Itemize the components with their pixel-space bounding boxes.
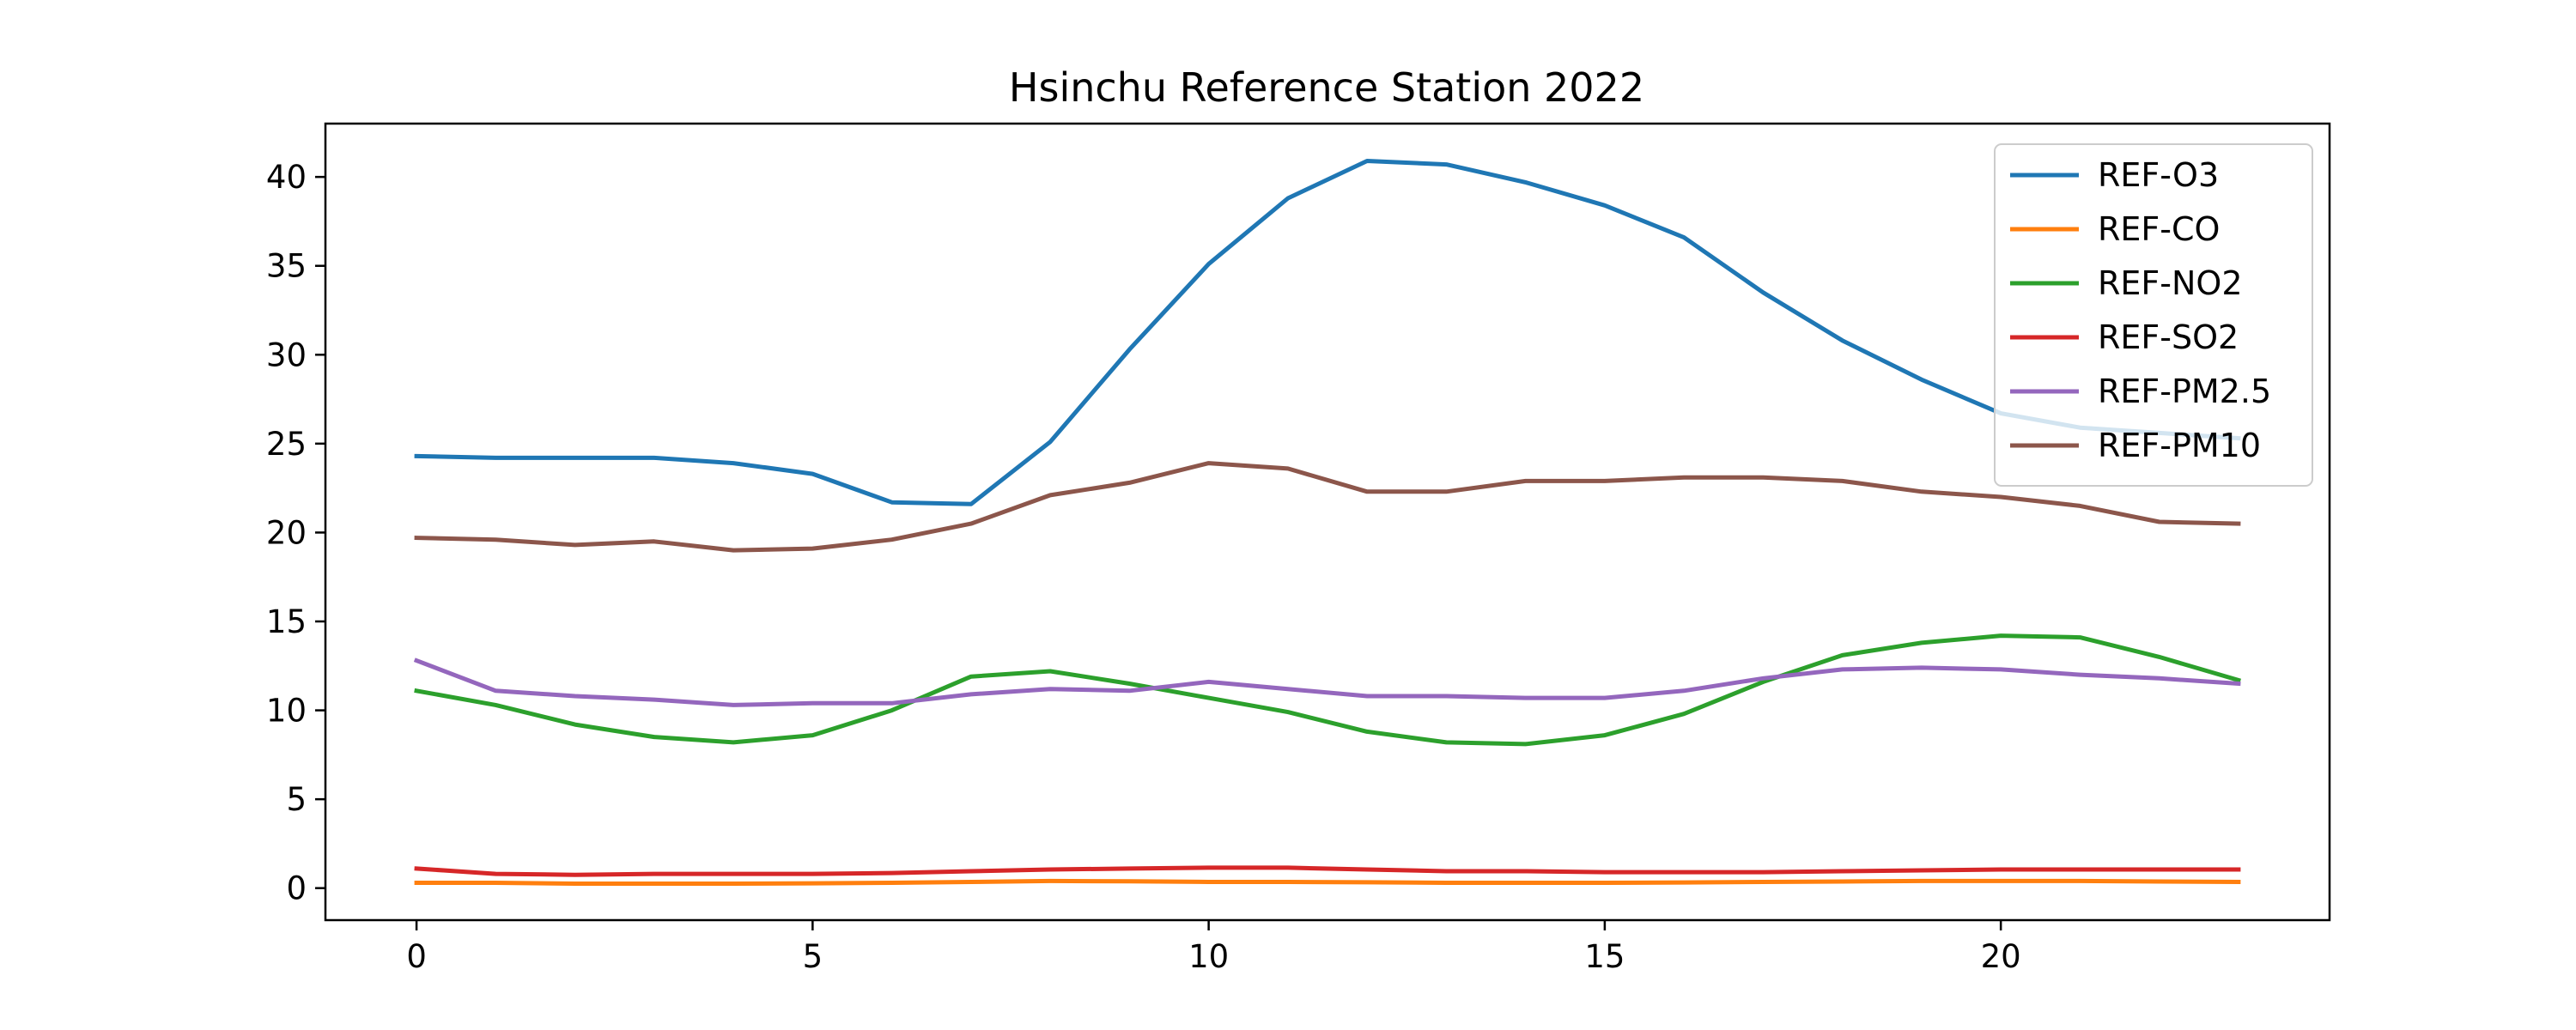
y-tick-label: 15 <box>266 603 307 640</box>
series-line-2 <box>414 633 2242 747</box>
legend-label-2: REF-NO2 <box>2098 264 2243 302</box>
x-tick-label: 5 <box>803 938 823 975</box>
series-line-5 <box>414 461 2241 553</box>
series-line-1 <box>414 878 2241 886</box>
y-axis: 0 5 10 15 20 25 30 35 40 <box>266 159 325 907</box>
plot-area-frame <box>324 122 2331 922</box>
series-line-0 <box>414 159 2241 506</box>
y-tick-label: 25 <box>266 426 307 463</box>
legend-label-0: REF-O3 <box>2098 156 2219 194</box>
y-tick-label: 10 <box>266 693 307 730</box>
y-tick-label: 0 <box>286 870 307 907</box>
y-tick-label: 35 <box>266 248 307 285</box>
y-tick-label: 40 <box>266 159 307 196</box>
y-tick-label: 30 <box>266 336 307 373</box>
legend-label-4: REF-PM2.5 <box>2098 373 2271 410</box>
series-layer <box>413 159 2242 886</box>
series-line-3 <box>414 865 2241 877</box>
x-tick-label: 20 <box>1981 938 2021 975</box>
legend-label-5: REF-PM10 <box>2098 427 2261 464</box>
x-tick-label: 15 <box>1584 938 1625 975</box>
series-line-4 <box>413 657 2241 707</box>
chart-title: Hsinchu Reference Station 2022 <box>1009 64 1644 111</box>
legend: REF-O3 REF-CO REF-NO2 REF-SO2 REF-PM2.5 REF-P… <box>1994 143 2313 487</box>
y-tick-label: 5 <box>286 781 307 818</box>
x-axis: 0 5 10 15 20 <box>406 920 2021 975</box>
x-tick-label: 10 <box>1188 938 1229 975</box>
legend-label-3: REF-SO2 <box>2098 318 2239 356</box>
y-tick-label: 20 <box>266 514 307 551</box>
legend-label-1: REF-CO <box>2098 210 2220 248</box>
x-tick-label: 0 <box>406 938 427 975</box>
